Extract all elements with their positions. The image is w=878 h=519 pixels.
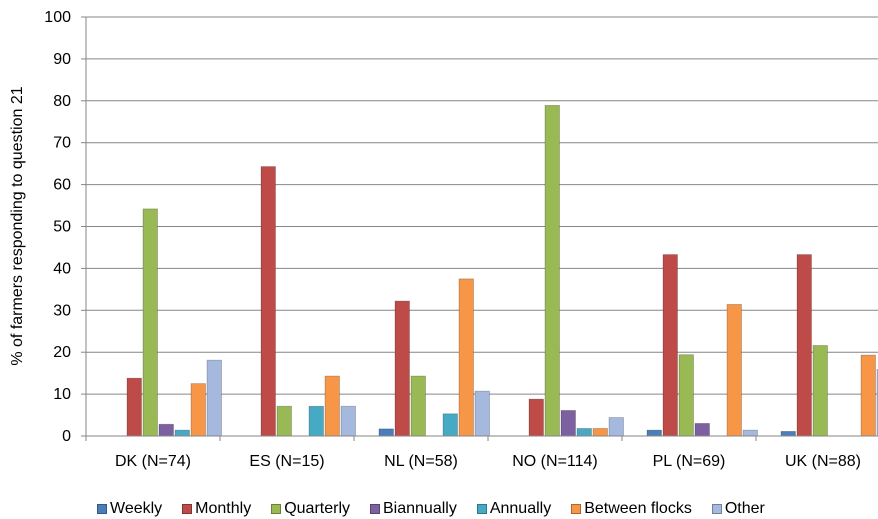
legend-item-biannually: Biannually <box>370 500 457 518</box>
legend-item-quarterly: Quarterly <box>271 500 350 518</box>
bar-monthly-0 <box>126 377 142 437</box>
legend-item-other: Other <box>711 499 765 518</box>
bar-other-4 <box>742 429 758 437</box>
y-tick-label: 10 <box>53 386 71 403</box>
legend-swatch <box>182 503 193 514</box>
bar-annually-1 <box>308 405 324 437</box>
bar-between-flocks-2 <box>458 278 474 437</box>
bar-quarterly-3 <box>544 105 560 437</box>
x-tick-label: ES (N=15) <box>249 453 324 470</box>
y-axis-ticks: 0 10 20 30 40 50 60 70 80 90 100 <box>44 9 86 445</box>
legend-swatch <box>370 503 380 514</box>
bar-weekly-4 <box>646 429 662 437</box>
x-tick-label: NO (N=114) <box>512 453 598 470</box>
legend: Weekly Monthly Quarterly Biannually Annually… <box>97 498 785 519</box>
y-tick-label: 100 <box>44 9 71 26</box>
x-tick-label: UK (N=88) <box>785 453 861 470</box>
bar-quarterly-4 <box>678 354 694 437</box>
y-tick-label: 40 <box>53 260 71 277</box>
legend-label: Between flocks <box>584 499 692 517</box>
bar-between-flocks-1 <box>324 375 340 437</box>
legend-label: Quarterly <box>284 499 350 517</box>
legend-item-weekly: Weekly <box>97 500 162 518</box>
bar-annually-3 <box>576 428 592 437</box>
legend-item-between-flocks: Between flocks <box>571 500 692 518</box>
bar-between-flocks-3 <box>592 428 608 437</box>
bar-other-3 <box>608 417 624 437</box>
legend-label: Monthly <box>195 499 252 517</box>
bar-other-2 <box>474 390 490 437</box>
legend-swatch <box>271 503 282 514</box>
bar-between-flocks-4 <box>726 304 742 437</box>
y-tick-label: 20 <box>53 344 71 361</box>
bar-biannually-4 <box>694 423 710 437</box>
bar-biannually-3 <box>560 410 576 437</box>
bar-biannually-0 <box>158 423 174 437</box>
y-tick-label: 70 <box>53 135 71 152</box>
y-tick-label: 50 <box>53 219 71 236</box>
y-tick-label: 90 <box>53 51 71 68</box>
x-tick-label: NL (N=58) <box>384 453 458 470</box>
y-tick-label: 0 <box>62 428 71 445</box>
bar-other-0 <box>206 359 222 437</box>
bar-between-flocks-5 <box>860 354 876 437</box>
x-tick-label: DK (N=74) <box>115 453 191 470</box>
gridlines <box>86 16 878 395</box>
bar-monthly-2 <box>394 300 410 437</box>
legend-swatch <box>571 503 582 514</box>
bar-other-1 <box>340 405 356 437</box>
legend-swatch <box>97 503 107 514</box>
bar-monthly-4 <box>662 254 678 437</box>
x-tick-label: PL (N=69) <box>653 453 726 470</box>
bar-quarterly-2 <box>410 375 426 437</box>
bar-between-flocks-0 <box>190 383 206 437</box>
bar-weekly-2 <box>378 428 394 437</box>
x-axis-ticks: DK (N=74) ES (N=15) NL (N=58) NO (N=114) PL … <box>85 436 861 470</box>
y-axis-label: % of farmers responding to question 21 <box>9 86 26 365</box>
legend-item-annually: Annually <box>476 499 552 518</box>
legend-label: Weekly <box>110 499 163 517</box>
legend-swatch <box>711 503 722 514</box>
bar-monthly-1 <box>260 166 276 437</box>
legend-label: Biannually <box>383 499 457 517</box>
y-tick-label: 30 <box>53 302 71 319</box>
legend-label: Annually <box>489 499 552 517</box>
bar-annually-0 <box>174 429 190 437</box>
bar-quarterly-0 <box>142 208 158 437</box>
bars <box>126 105 878 437</box>
legend-label: Other <box>724 499 765 517</box>
bar-monthly-3 <box>528 398 544 437</box>
legend-swatch <box>476 503 487 514</box>
y-tick-label: 60 <box>53 177 71 194</box>
y-tick-label: 80 <box>53 93 71 110</box>
bar-quarterly-1 <box>276 405 292 437</box>
bar-monthly-5 <box>796 254 812 437</box>
legend-item-monthly: Monthly <box>182 500 251 518</box>
bar-annually-2 <box>442 413 458 437</box>
axes <box>85 17 878 437</box>
bar-weekly-5 <box>780 430 796 437</box>
bar-quarterly-5 <box>812 345 828 437</box>
